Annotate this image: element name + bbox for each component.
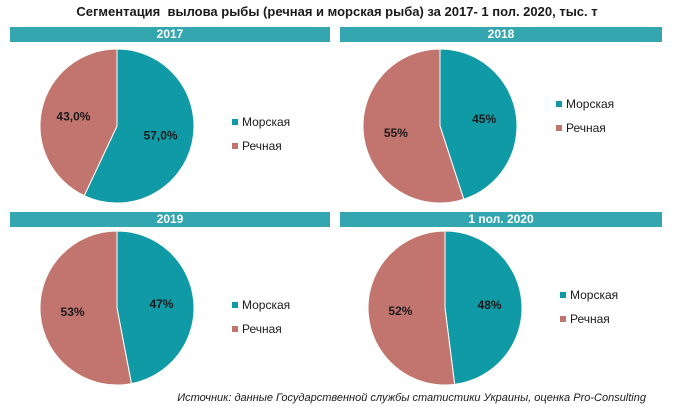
- legend-swatch-3-sea: [560, 292, 566, 298]
- legend-item-2-sea: Морская: [232, 297, 290, 313]
- legend-0: Морская Речная: [232, 114, 290, 162]
- panel-title-2017: 2017: [10, 27, 330, 42]
- chart-title: Сегментация вылова рыбы (речная и морска…: [76, 4, 598, 19]
- pie-slice-1-river: [362, 48, 465, 204]
- panel-title-2020h1: 1 пол. 2020: [340, 212, 662, 227]
- legend-item-0-river: Речная: [232, 138, 290, 154]
- legend-label-2-sea: Морская: [242, 298, 291, 312]
- panel-title-2019: 2019: [10, 212, 330, 227]
- legend-item-3-river: Речная: [560, 311, 618, 327]
- panel-title-2018: 2018: [340, 27, 662, 42]
- legend-label-3-river: Речная: [570, 312, 610, 326]
- pie-slice-1-sea: [439, 48, 518, 200]
- legend-label-3-sea: Морская: [570, 288, 619, 302]
- legend-item-1-sea: Морская: [556, 96, 614, 112]
- legend-swatch-3-river: [560, 316, 566, 322]
- data-label-3-river: 52%: [388, 304, 412, 318]
- legend-swatch-0-sea: [232, 119, 238, 125]
- legend-swatch-2-sea: [232, 302, 238, 308]
- legend-item-3-sea: Морская: [560, 287, 618, 303]
- legend-3: Морская Речная: [560, 287, 618, 335]
- source-note: Источник: данные Государственной службы …: [177, 392, 646, 404]
- data-label-3-sea: 48%: [478, 298, 502, 312]
- data-label-1-river: 55%: [384, 126, 408, 140]
- legend-label-1-sea: Морская: [566, 97, 615, 111]
- data-label-1-sea: 45%: [472, 112, 496, 126]
- legend-2: Морская Речная: [232, 297, 290, 345]
- data-label-2-sea: 47%: [149, 297, 173, 311]
- pie-slice-2-river: [39, 230, 133, 386]
- legend-swatch-1-river: [556, 125, 562, 131]
- data-label-0-sea: 57,0%: [144, 129, 178, 143]
- legend-label-0-sea: Морская: [242, 115, 291, 129]
- legend-1: Морская Речная: [556, 96, 614, 144]
- data-label-2-river: 53%: [61, 305, 85, 319]
- legend-item-2-river: Речная: [232, 321, 290, 337]
- legend-label-0-river: Речная: [242, 139, 282, 153]
- legend-label-2-river: Речная: [242, 322, 282, 336]
- legend-item-0-sea: Морская: [232, 114, 290, 130]
- legend-swatch-1-sea: [556, 101, 562, 107]
- legend-item-1-river: Речная: [556, 120, 614, 136]
- legend-label-1-river: Речная: [566, 121, 606, 135]
- pie-slice-0-sea: [83, 48, 195, 204]
- legend-swatch-2-river: [232, 326, 238, 332]
- pie-slice-3-river: [367, 230, 456, 386]
- pie-slice-0-river: [39, 48, 118, 197]
- legend-swatch-0-river: [232, 143, 238, 149]
- pie-slice-3-sea: [444, 230, 523, 385]
- pie-slice-2-sea: [116, 230, 195, 385]
- data-label-0-river: 43,0%: [56, 109, 90, 123]
